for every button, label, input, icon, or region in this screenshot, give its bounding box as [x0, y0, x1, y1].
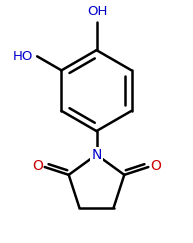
- Text: O: O: [32, 159, 43, 173]
- Text: HO: HO: [13, 50, 33, 63]
- Text: O: O: [150, 159, 161, 173]
- Text: N: N: [91, 148, 102, 162]
- Text: OH: OH: [87, 5, 108, 18]
